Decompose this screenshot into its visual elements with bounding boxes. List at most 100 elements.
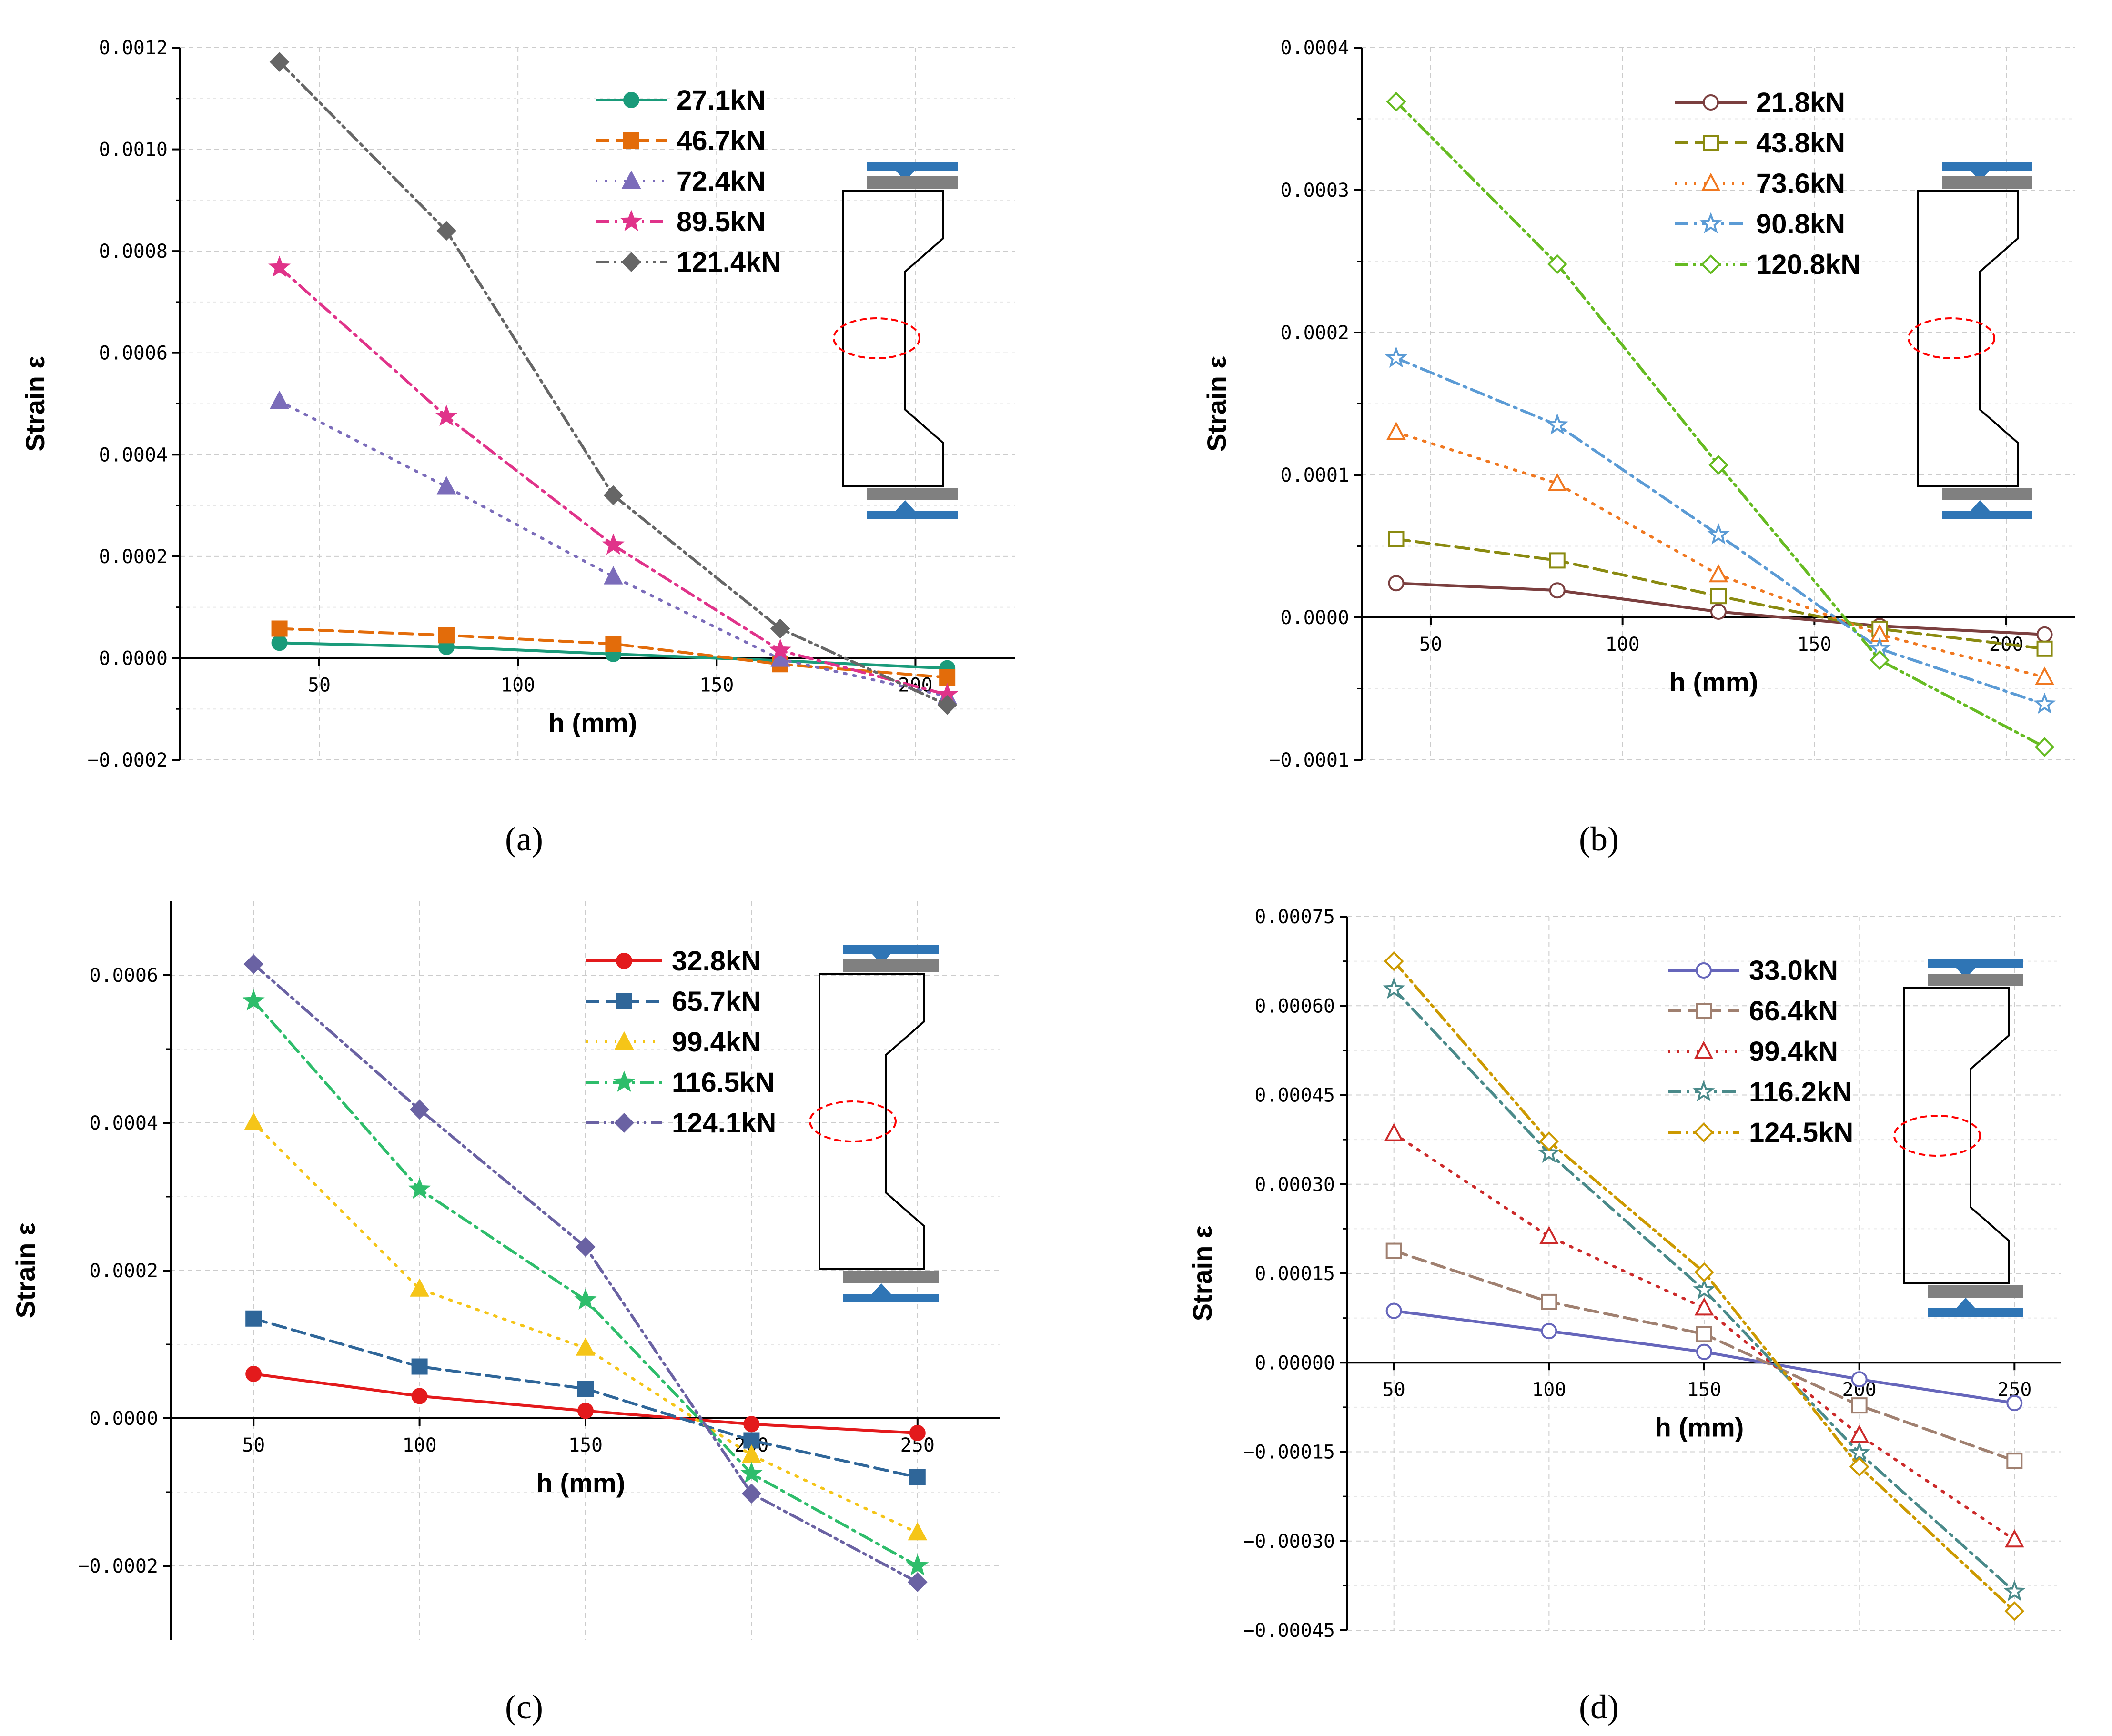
data-point-marker [741,1484,762,1504]
series-line [252,962,919,1584]
data-point-marker [909,1469,926,1485]
x-axis-title: h (mm) [548,707,637,737]
data-point-marker [939,669,956,686]
top-plate [1928,959,2023,968]
legend-marker [621,170,641,189]
data-point-marker [907,1572,928,1592]
series-line [1392,988,2016,1593]
top-plate [843,945,939,954]
y-tick-label: 0.0000 [90,1408,159,1430]
y-tick-label: −0.00015 [1243,1442,1335,1463]
data-point-marker [605,636,622,652]
bottom-plate [1928,1308,2023,1317]
chart-b-svg: −0.0001 0.0000 0.0001 0.0002 0.0003 0.0004 50 1… [1202,37,2075,771]
legend-label: 65.7kN [672,986,761,1017]
y-axis-title: Strain ε [1202,356,1232,452]
data-point-marker [2004,1601,2025,1621]
data-point-marker [1547,254,1567,274]
data-point-marker [270,390,289,409]
subfigure-label-c: (c) [505,1688,543,1726]
bottom-plate [867,511,958,519]
data-point-marker [2036,640,2053,657]
legend-marker [613,1070,636,1092]
grid-a [180,47,1015,760]
x-tick-label: 150 [568,1434,603,1456]
y-tick-label: 0.0003 [1281,180,1350,202]
data-point-marker [577,1403,594,1419]
chart-panel-b: −0.0001 0.0000 0.0001 0.0002 0.0003 0.0004 50 1… [1056,0,2112,868]
legend-marker [616,953,632,969]
y-tick-label: 0.00030 [1254,1174,1335,1196]
legend-marker [621,252,641,272]
data-point-marker [603,485,624,505]
series-line [252,999,919,1567]
top-knife-edge [1956,968,1975,979]
legend-label: 21.8kN [1756,87,1845,118]
specimen-diagram-a [833,162,958,519]
legend-label: 89.5kN [677,206,766,237]
data-point-marker [1710,604,1727,620]
legend-marker [1696,962,1712,979]
x-axis-title: h (mm) [1655,1412,1744,1442]
top-plate [867,162,958,171]
y-tick-label: 0.00045 [1254,1085,1335,1107]
y-axis-title: Strain ε [10,1223,40,1319]
data-point-marker [1384,346,1408,368]
bottom-support [867,488,958,500]
x-tick-label: 100 [1606,634,1640,656]
y-tick-label: 0.0010 [99,139,168,161]
series-d-1 [1385,1242,2023,1469]
data-point-marker [909,1425,926,1441]
data-point-marker [1388,531,1405,547]
series-line [278,266,949,696]
data-point-marker [2004,1529,2024,1548]
series-line [1395,100,2046,749]
data-point-marker [1537,1141,1560,1163]
x-tick-label: 150 [1687,1379,1721,1401]
top-support [1942,176,2032,189]
data-point-marker [1708,564,1728,583]
x-tick-label: 50 [1383,1379,1405,1401]
legend-marker [1703,94,1719,111]
data-point-marker [1384,1123,1404,1141]
legend-label: 73.6kN [1756,168,1845,199]
data-point-marker [2036,626,2053,643]
y-tick-label: −0.00045 [1243,1620,1335,1642]
top-knife-edge [1971,171,1990,181]
legend-marker [623,132,639,149]
data-point-marker [770,618,790,639]
data-point-marker [271,635,288,651]
y-tick-label: 0.0012 [99,37,168,59]
chart-panel-c: −0.0002 0.0000 0.0002 0.0004 0.0006 50 100 150 2… [0,868,1056,1736]
data-point-marker [438,627,455,644]
bottom-knife-edge [896,500,915,511]
legend-marker [623,92,639,108]
bottom-knife-edge [1971,500,1990,511]
legend-label: 124.5kN [1749,1117,1853,1148]
legend-label: 46.7kN [677,125,766,156]
data-point-marker [1385,1242,1402,1259]
data-point-marker [743,1416,760,1433]
legend-label: 116.5kN [672,1067,775,1098]
data-point-marker [242,989,265,1011]
y-axis-title: Strain ε [20,356,50,452]
legend-label: 66.4kN [1749,996,1838,1027]
data-point-marker [2034,737,2055,757]
data-point-marker [2006,1395,2023,1412]
legend-label: 43.8kN [1756,128,1845,159]
data-point-marker [1849,1424,1869,1443]
series-c-1 [245,1310,926,1485]
x-tick-label: 100 [402,1434,436,1456]
data-point-marker [1849,1456,1869,1477]
bottom-plate [843,1294,939,1302]
legend-label: 33.0kN [1749,955,1838,986]
legend-a: 27.1kN 46.7kN 72.4kN 89.5kN 121.4kN [596,85,781,278]
data-point-marker [1851,1397,1868,1414]
bottom-knife-edge [1956,1298,1975,1308]
data-point-marker [1546,413,1569,435]
legend-marker [614,1113,634,1133]
legend-marker [1701,172,1721,191]
data-point-marker [1549,582,1566,599]
top-knife-edge [896,171,915,181]
